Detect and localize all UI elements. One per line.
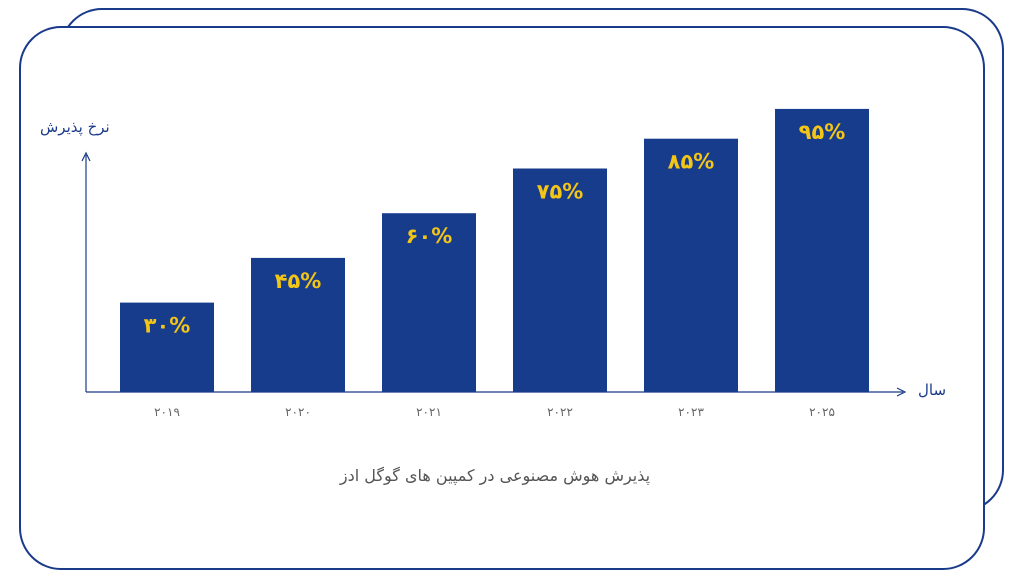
bar-value-label: ۸۵% xyxy=(668,150,715,174)
bar xyxy=(120,302,214,392)
x-tick-label: ۲۰۲۵ xyxy=(809,405,835,419)
bar-value-label: ۷۵% xyxy=(537,180,584,204)
y-axis-arrow xyxy=(81,151,91,162)
bar xyxy=(382,213,476,392)
x-tick-labels: ۲۰۱۹ ۲۰۲۰ ۲۰۲۱ ۲۰۲۲ ۲۰۲۳ ۲۰۲۵ xyxy=(154,405,835,419)
chart-title: پذیرش هوش مصنوعی در کمپین های گوگل ادز xyxy=(339,466,651,485)
y-axis-label: نرخ پذیرش xyxy=(40,118,110,136)
bar xyxy=(644,138,738,392)
bar-value-label: ۳۰% xyxy=(144,314,191,338)
bar xyxy=(775,108,869,393)
x-tick-label: ۲۰۲۱ xyxy=(416,405,442,419)
x-tick-label: ۲۰۱۹ xyxy=(154,405,180,419)
chart-axes xyxy=(81,151,907,397)
bar-value-label: ۹۵% xyxy=(799,120,846,144)
x-tick-label: ۲۰۲۰ xyxy=(285,405,311,419)
bar-value-label: ۴۵% xyxy=(275,269,322,293)
x-axis-arrow xyxy=(896,387,907,397)
x-axis-label: سال xyxy=(918,381,947,399)
x-tick-label: ۲۰۲۲ xyxy=(547,405,573,419)
bar xyxy=(513,168,607,392)
bar xyxy=(251,257,345,392)
bar-value-label: ۶۰% xyxy=(406,224,453,248)
x-tick-label: ۲۰۲۳ xyxy=(678,405,704,419)
chart-bars: ۳۰% ۴۵% ۶۰% ۷۵% ۸۵% ۹۵% xyxy=(120,108,869,393)
